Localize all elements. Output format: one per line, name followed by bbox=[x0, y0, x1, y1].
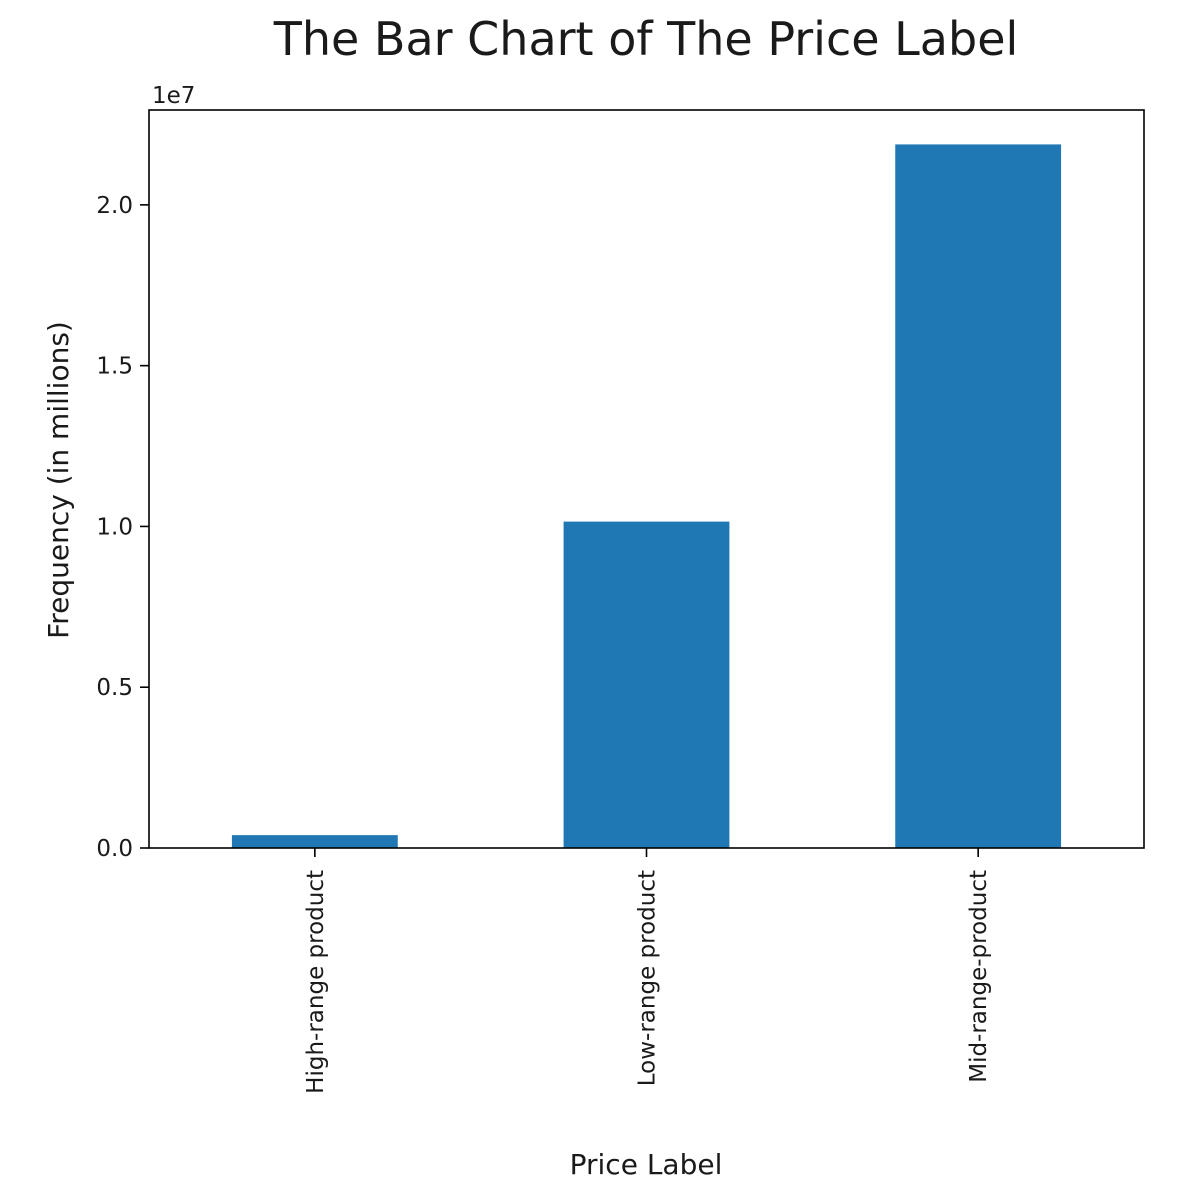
x-tick-label: High-range product bbox=[303, 870, 329, 1094]
y-axis-offset-text: 1e7 bbox=[152, 83, 195, 109]
chart-title: The Bar Chart of The Price Label bbox=[273, 12, 1019, 66]
y-tick-label: 0.5 bbox=[96, 675, 133, 701]
bar-2 bbox=[895, 144, 1062, 848]
y-tick-label: 1.0 bbox=[96, 514, 133, 540]
y-tick-label: 2.0 bbox=[96, 193, 133, 219]
x-tick-label: Low-range product bbox=[635, 870, 661, 1086]
x-axis-label: Price Label bbox=[570, 1148, 723, 1181]
x-tick-label: Mid-range-product bbox=[966, 870, 992, 1083]
bars-layer bbox=[231, 144, 1062, 848]
y-axis-label: Frequency (in millions) bbox=[42, 321, 75, 639]
bar-1 bbox=[563, 521, 730, 848]
bar-0 bbox=[231, 835, 398, 848]
y-tick-label: 1.5 bbox=[96, 354, 133, 380]
x-axis-ticks: High-range product Low-range product Mid-r… bbox=[303, 848, 992, 1094]
plot-area-frame bbox=[148, 109, 1145, 849]
y-tick-label: 0.0 bbox=[96, 836, 133, 862]
y-axis-ticks: 0.0 0.5 1.0 1.5 2.0 bbox=[96, 193, 149, 862]
